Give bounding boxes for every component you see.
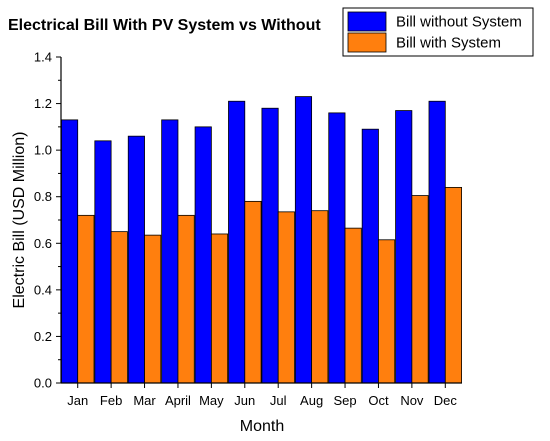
x-axis-label: Month [240, 418, 284, 435]
bar-without-system-april [161, 119, 179, 384]
x-tick-label-jan: Jan [67, 393, 88, 408]
legend-label-with-system: Bill with System [396, 35, 501, 52]
y-tick-label: 1.2 [34, 96, 52, 111]
bar-without-system-sep [328, 112, 346, 384]
x-tick-label-may: May [199, 393, 224, 408]
chart-title: Electrical Bill With PV System vs Withou… [8, 17, 321, 34]
x-tick-label-aug: Aug [300, 393, 323, 408]
x-tick-label-mar: Mar [133, 393, 156, 408]
x-tick-label-april: April [165, 393, 191, 408]
y-axis-label: Electric Bill (USD Million) [11, 132, 28, 309]
y-tick-label: 1.4 [34, 50, 52, 65]
y-tick-label: 0.8 [34, 189, 52, 204]
bar-with-system-dec [444, 186, 462, 384]
bar-with-system-jun [244, 200, 262, 384]
x-tick-label-nov: Nov [400, 393, 424, 408]
x-tick-label-jul: Jul [270, 393, 287, 408]
legend-swatch-without-system [347, 11, 387, 32]
bar-with-system-oct [378, 239, 396, 384]
x-tick-label-sep: Sep [333, 393, 356, 408]
bar-without-system-oct [361, 128, 379, 384]
bar-without-system-dec [428, 100, 446, 384]
bar-without-system-jan [61, 119, 79, 384]
bar-with-system-mar [144, 234, 162, 384]
x-tick-label-oct: Oct [368, 393, 389, 408]
y-tick-label: 0.2 [34, 329, 52, 344]
x-tick-label-jun: Jun [234, 393, 255, 408]
y-tick-label: 1.0 [34, 143, 52, 158]
bar-with-system-feb [110, 231, 128, 384]
bar-without-system-may [194, 126, 212, 384]
legend: Bill without System Bill with System [342, 7, 534, 57]
plot-area: 0.0 0.2 0.4 0.6 0.8 1.0 1.2 1.4 Jan Feb Mar April Ma… [34, 50, 462, 408]
bar-without-system-jul [261, 107, 279, 384]
y-tick-label: 0.6 [34, 236, 52, 251]
y-tick-label: 0.0 [34, 376, 52, 391]
bar-with-system-sep [344, 227, 362, 384]
y-tick-label: 0.4 [34, 282, 52, 297]
bar-with-system-aug [311, 210, 329, 384]
bar-with-system-jul [277, 211, 295, 384]
bar-without-system-jun [228, 100, 246, 384]
bar-with-system-jan [77, 214, 95, 384]
bar-without-system-feb [94, 140, 112, 384]
bar-with-system-nov [411, 195, 429, 384]
bar-with-system-may [210, 233, 229, 384]
legend-label-without-system: Bill without System [396, 14, 522, 31]
x-tick-label-feb: Feb [100, 393, 122, 408]
x-tick-label-dec: Dec [434, 393, 458, 408]
bar-without-system-aug [294, 96, 313, 384]
bar-with-system-april [177, 214, 195, 384]
legend-swatch-with-system [347, 32, 387, 53]
bar-without-system-mar [127, 135, 145, 384]
bar-without-system-nov [395, 110, 413, 384]
